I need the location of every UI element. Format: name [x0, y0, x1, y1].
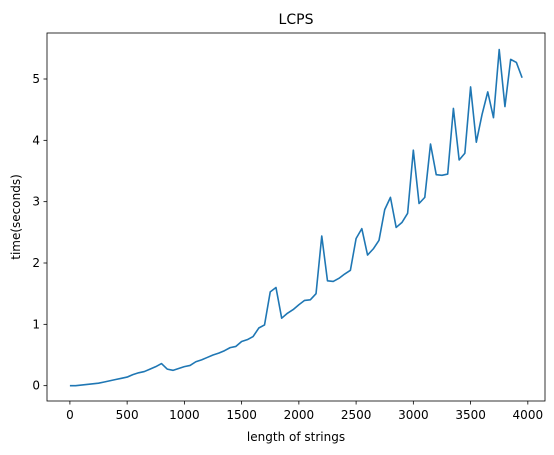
x-tick-label: 3500: [455, 408, 486, 422]
y-axis-label: time(seconds): [9, 174, 23, 260]
series-line: [69, 48, 523, 387]
x-tick-label: 2000: [284, 408, 315, 422]
y-tick-label: 2: [32, 256, 40, 270]
x-tick-label: 1000: [169, 408, 200, 422]
x-axis-label: length of strings: [247, 430, 345, 444]
x-tick-label: 500: [116, 408, 139, 422]
y-tick-label: 1: [32, 317, 40, 331]
y-tick-label: 4: [32, 133, 40, 147]
x-tick-label: 4000: [513, 408, 544, 422]
y-tick-label: 0: [32, 379, 40, 393]
x-tick-label: 2500: [341, 408, 372, 422]
x-tick-label: 1500: [226, 408, 257, 422]
chart-title: LCPS: [279, 12, 314, 28]
x-tick-label: 3000: [398, 408, 429, 422]
plot-area-frame: [46, 32, 546, 402]
y-tick-label: 5: [32, 72, 40, 86]
x-tick-label: 0: [66, 408, 74, 422]
x-axis-ticks: 0 500 1000 1500 2000 2500 3000 3500 4000: [66, 401, 543, 422]
y-axis-ticks: 0 1 2 3 4 5: [32, 72, 47, 393]
y-tick-label: 3: [32, 195, 40, 209]
